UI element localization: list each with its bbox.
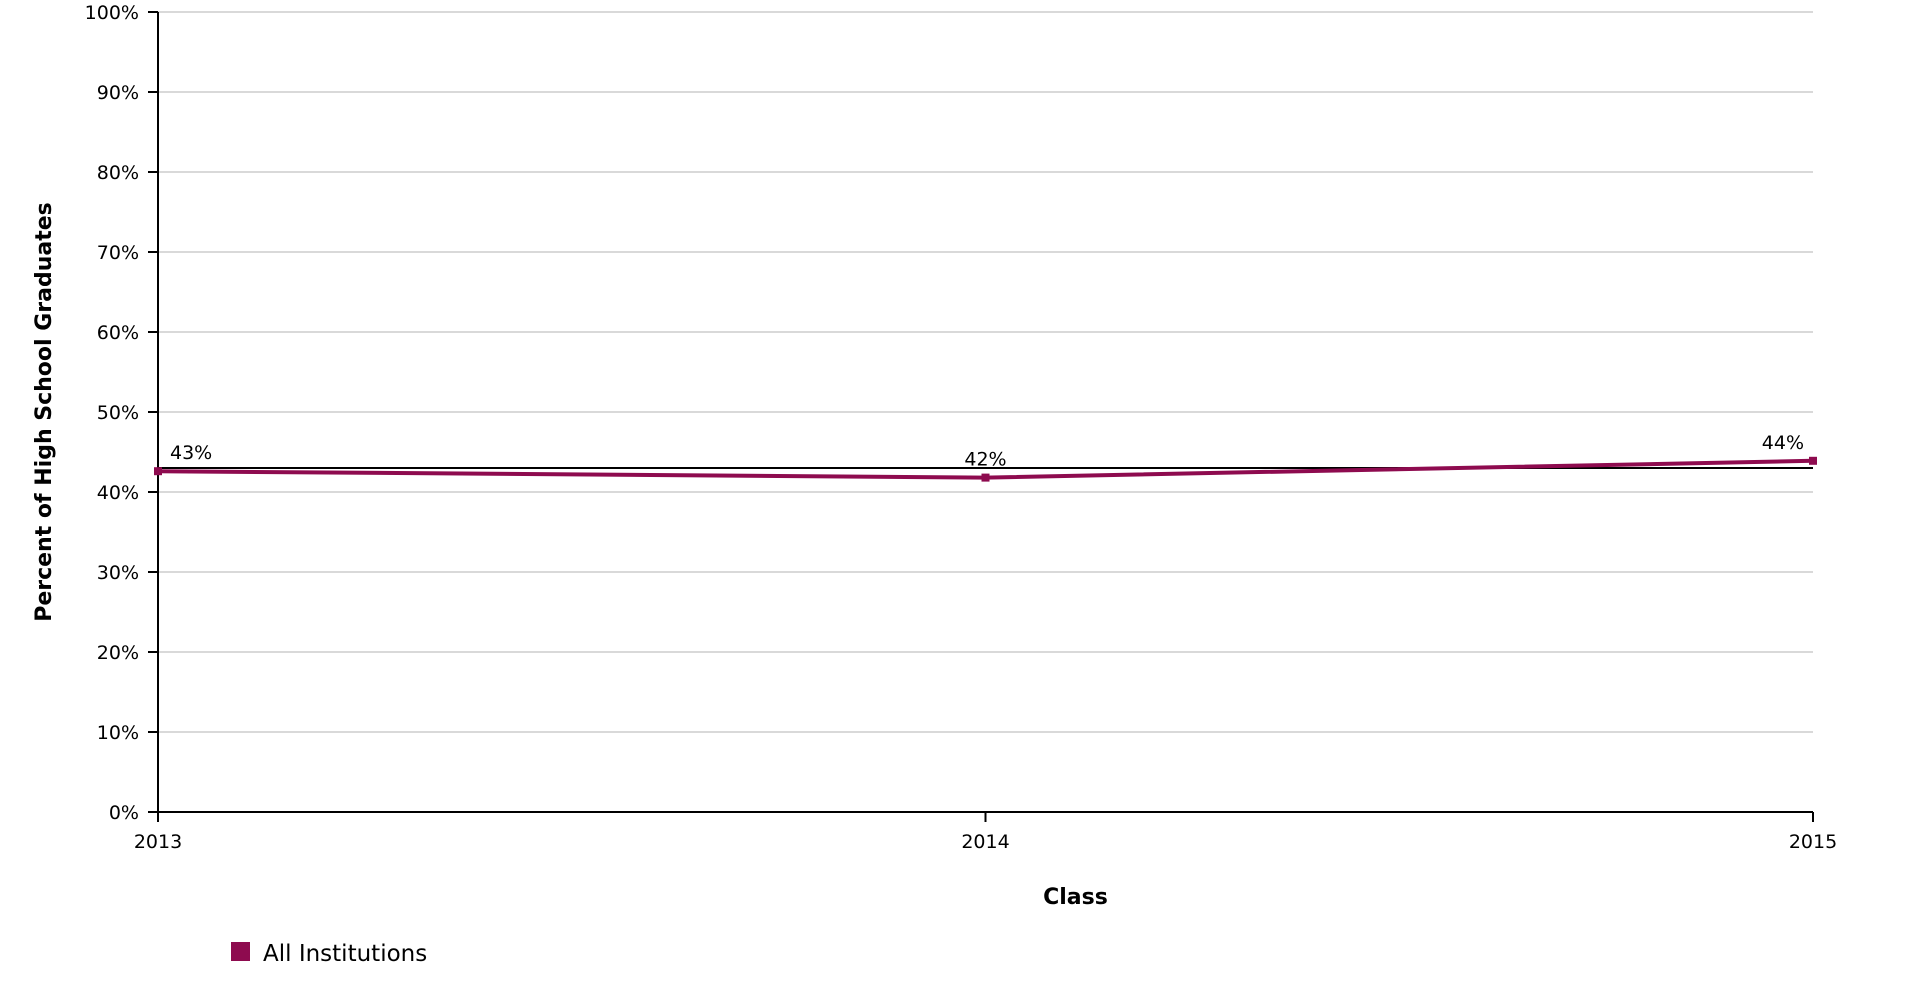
x-tick-label: 2015 — [1789, 831, 1837, 853]
y-tick-label: 30% — [97, 562, 139, 584]
y-axis-ticks: 0% 10% 20% 30% 40% 50% 60% 70% 80% 90% 100% — [85, 2, 158, 824]
y-tick-label: 0% — [109, 802, 139, 824]
y-tick-label: 80% — [97, 162, 139, 184]
data-label: 44% — [1762, 432, 1804, 454]
gridlines — [158, 11, 1813, 733]
y-tick-label: 20% — [97, 642, 139, 664]
legend-swatch — [231, 942, 250, 961]
data-point — [154, 467, 162, 476]
data-label: 42% — [964, 449, 1006, 471]
y-tick-label: 100% — [85, 2, 139, 24]
series-layer: 43% 42% 44% — [154, 432, 1817, 482]
y-tick-label: 70% — [97, 242, 139, 264]
x-tick-label: 2013 — [134, 831, 182, 853]
x-axis-ticks: 2013 2014 2015 — [134, 812, 1837, 853]
y-tick-label: 60% — [97, 322, 139, 344]
legend: All Institutions — [231, 941, 427, 967]
y-tick-label: 10% — [97, 722, 139, 744]
x-axis-title: Class — [1043, 885, 1108, 910]
y-axis-title: Percent of High School Graduates — [32, 202, 57, 622]
y-tick-label: 90% — [97, 82, 139, 104]
data-label: 43% — [170, 442, 212, 464]
y-tick-label: 50% — [97, 402, 139, 424]
data-point — [1809, 456, 1817, 465]
x-tick-label: 2014 — [961, 831, 1009, 853]
y-tick-label: 40% — [97, 482, 139, 504]
data-point — [981, 473, 990, 482]
legend-label: All Institutions — [263, 941, 427, 967]
